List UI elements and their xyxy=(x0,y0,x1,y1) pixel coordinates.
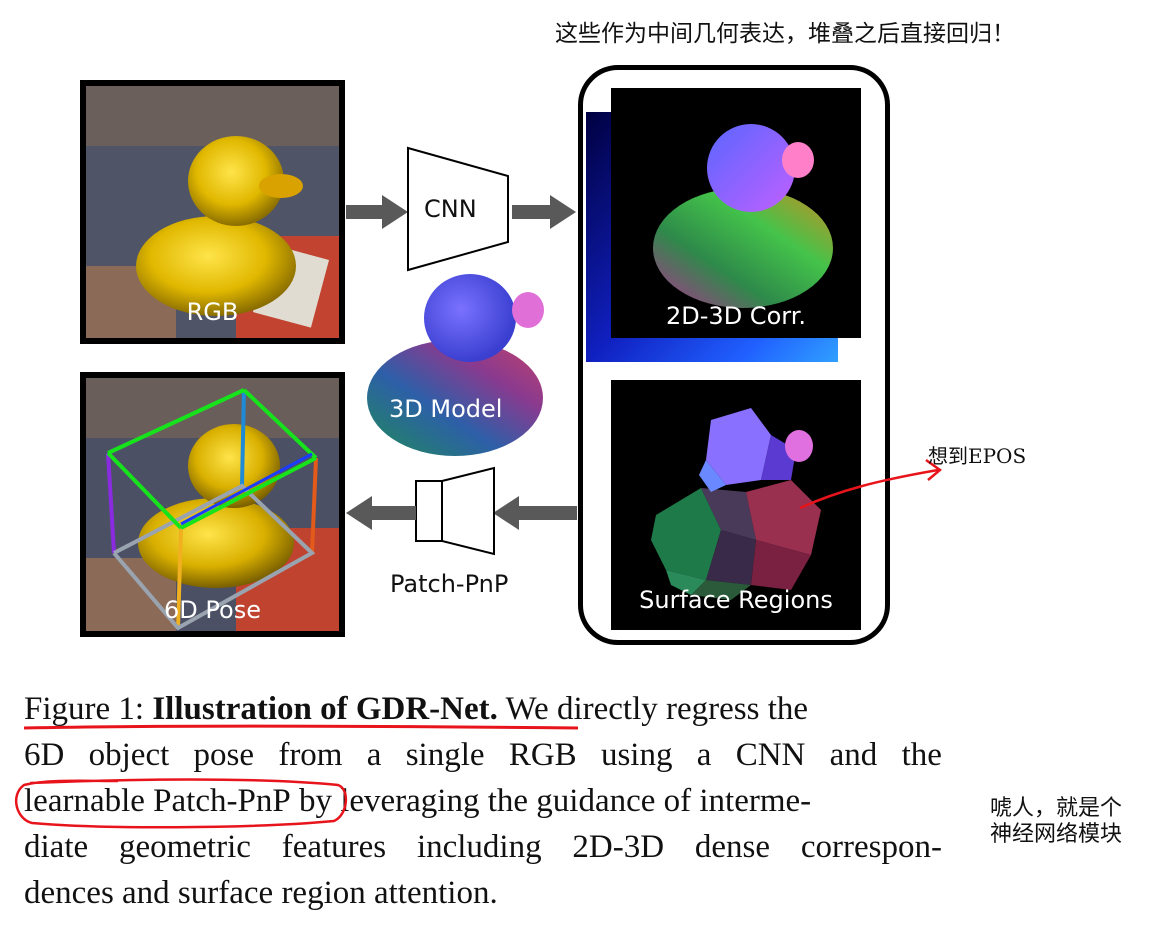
caption-word: including xyxy=(416,829,542,865)
caption-marked-phrase: learnable Patch-PnP xyxy=(24,783,291,819)
3d-model-label: 3D Model xyxy=(389,395,503,423)
patchpnp-block xyxy=(415,466,495,556)
top-annotation: 这些作为中间几何表达，堆叠之后直接回归！ xyxy=(555,21,1015,47)
arrow-patchpnp-to-pose xyxy=(346,496,416,530)
cnn-label: CNN xyxy=(424,195,477,223)
regions-label: Surface Regions xyxy=(639,586,833,614)
cnn-block xyxy=(407,146,509,272)
surface-regions-image: Surface Regions xyxy=(611,380,861,630)
caption-word: geometric xyxy=(118,829,251,865)
arrow-cnn-to-features xyxy=(512,195,576,229)
caption-word: object xyxy=(88,737,170,773)
epos-annotation-arrow xyxy=(799,458,943,510)
caption-word: using xyxy=(600,737,673,773)
caption-word: RGB xyxy=(508,737,577,773)
caption-line5-text: dences and surface region attention. xyxy=(24,875,498,911)
duck-photo-illustration xyxy=(86,86,339,338)
caption-line-3: learnable Patch-PnP by leveraging the gu… xyxy=(24,778,942,824)
caption-word: pose xyxy=(193,737,255,773)
caption-line-4: diate geometric features including 2D-3D… xyxy=(24,824,942,870)
rgb-image: RGB xyxy=(80,80,345,344)
side-annotation-line1: 唬人，就是个 xyxy=(990,796,1123,821)
intermediate-features-box xyxy=(578,65,890,645)
pose-image: 6D Pose xyxy=(80,372,345,637)
corr-duck-illustration xyxy=(653,124,833,308)
caption-word: from xyxy=(278,737,343,773)
epos-annotation: 想到EPOS xyxy=(928,444,1027,468)
caption-line-1: Figure 1: Illustration of GDR-Net. We di… xyxy=(24,686,942,732)
caption-fig-prefix: Figure 1: xyxy=(24,691,153,727)
arrow-rgb-to-cnn xyxy=(346,195,408,229)
caption-word: a xyxy=(366,737,382,773)
caption-word: features xyxy=(281,829,387,865)
figure-caption: Figure 1: Illustration of GDR-Net. We di… xyxy=(24,686,942,916)
pose-label: 6D Pose xyxy=(164,596,261,624)
caption-word: CNN xyxy=(735,737,806,773)
corr-map-image: 2D-3D Corr. xyxy=(611,88,861,338)
caption-word: correspon- xyxy=(800,829,942,865)
regions-duck-illustration xyxy=(651,408,821,600)
caption-word: 6D xyxy=(24,737,65,773)
caption-word: diate xyxy=(24,829,89,865)
caption-word: dense xyxy=(694,829,771,865)
caption-fig-title: Illustration of GDR-Net. xyxy=(152,691,498,727)
caption-word: single xyxy=(405,737,485,773)
corr-label: 2D-3D Corr. xyxy=(666,302,806,330)
title-underline-mark xyxy=(23,724,579,730)
caption-word: the xyxy=(901,737,942,773)
phrase-circle-mark xyxy=(14,778,347,829)
patchpnp-label: Patch-PnP xyxy=(390,570,509,598)
side-annotation-line2: 神经网络模块 xyxy=(990,822,1123,847)
pose-bbox-illustration xyxy=(86,378,339,631)
caption-line3-rest: by leveraging the guidance of interme- xyxy=(290,783,812,819)
caption-line-5: dences and surface region attention. xyxy=(24,870,942,916)
caption-line-2: 6D object pose from a single RGB using a… xyxy=(24,732,942,778)
arrow-features-to-patchpnp xyxy=(493,496,577,530)
caption-word: and xyxy=(829,737,878,773)
rgb-label: RGB xyxy=(186,298,239,326)
caption-line1-rest: We directly regress the xyxy=(497,691,809,727)
3d-model-duck xyxy=(367,274,544,456)
caption-word: a xyxy=(696,737,712,773)
caption-word: 2D-3D xyxy=(572,829,665,865)
